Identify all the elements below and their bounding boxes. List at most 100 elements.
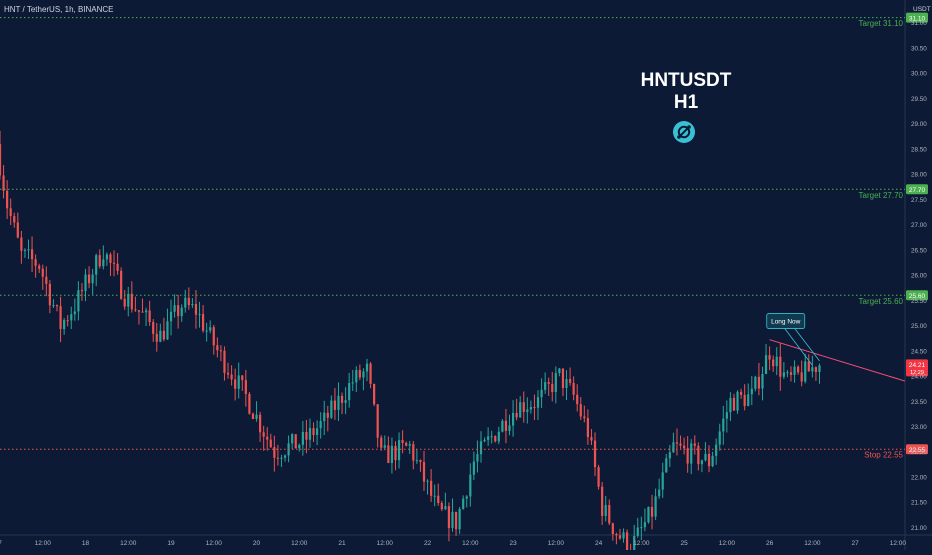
candle-body — [184, 297, 187, 308]
candle-body — [437, 495, 440, 504]
candle-body — [729, 397, 732, 413]
candle-body — [668, 452, 671, 459]
candle-body — [419, 460, 422, 463]
candle-body — [743, 394, 746, 407]
candle-body — [95, 255, 98, 275]
helium-logo-icon — [673, 121, 695, 143]
candle-body — [27, 249, 30, 251]
candle-body — [604, 505, 607, 516]
price-tick-label: 24.50 — [911, 348, 927, 355]
note-pointer-a — [784, 328, 813, 366]
candle-body — [650, 506, 654, 517]
candle-body — [273, 447, 276, 458]
candle-body — [665, 458, 668, 473]
candle-body — [775, 356, 778, 367]
candle-body — [223, 350, 226, 373]
candle-body — [590, 437, 593, 441]
candle-body — [483, 439, 486, 442]
candle-body — [433, 495, 436, 497]
time-tick-label: 12:00 — [548, 540, 565, 547]
price-tick-label: 31.00 — [911, 20, 927, 27]
time-tick-label: 19 — [167, 540, 175, 547]
candle-body — [508, 425, 511, 431]
candle-body — [579, 404, 582, 417]
candle-body — [30, 249, 34, 260]
candle-body — [608, 505, 611, 524]
candle-body — [490, 436, 493, 438]
price-axis[interactable]: 21.00 21.50 22.00 22.50 23.00 23.50 24.00 24.50… — [911, 20, 927, 532]
candle-body — [736, 391, 739, 411]
candle-body — [180, 307, 183, 317]
overlay-title: HNTUSDT — [641, 70, 732, 91]
candle-body — [533, 407, 536, 409]
candle-body — [316, 428, 319, 435]
candle-body — [643, 522, 647, 528]
candle-body — [536, 397, 540, 408]
candle-body — [123, 298, 126, 307]
candle-body — [479, 441, 483, 455]
candle-body — [55, 305, 59, 307]
candle-body — [697, 445, 700, 465]
candle-body — [308, 428, 312, 440]
candle-body — [251, 413, 255, 419]
candle-body — [732, 397, 736, 411]
long-now-note-text: Long Now — [771, 319, 801, 326]
time-tick-label: 12:00 — [804, 540, 821, 547]
candle-body — [365, 363, 369, 372]
candle-body — [636, 527, 639, 536]
candle-body — [675, 442, 679, 444]
time-tick-label: 25 — [680, 540, 688, 547]
trendline[interactable] — [769, 339, 906, 382]
candle-body — [447, 506, 451, 528]
time-tick-label: 20 — [253, 540, 261, 547]
currency-label: USDT — [913, 6, 931, 13]
price-tick-label: 22.50 — [911, 449, 927, 456]
candle-body — [237, 375, 240, 389]
time-tick-label: 12:00 — [377, 540, 394, 547]
candle-body — [148, 310, 151, 323]
target-31-price-tag — [906, 12, 928, 23]
candle-body — [412, 444, 415, 461]
candle-body — [640, 527, 643, 529]
candle-body — [618, 535, 622, 539]
candle-body — [772, 359, 775, 367]
price-tick-label: 25.00 — [911, 323, 927, 330]
candle-body — [301, 431, 304, 445]
candle-body — [244, 380, 247, 394]
long-now-note[interactable] — [766, 313, 806, 329]
candle-body — [576, 394, 579, 405]
candle-body — [561, 368, 565, 388]
candle-body — [230, 374, 233, 380]
candle-body — [693, 443, 696, 446]
target-31-label: Target 31.10 — [859, 19, 904, 28]
candle-body — [66, 320, 69, 322]
candle-body — [814, 367, 818, 372]
candle-body — [34, 259, 37, 266]
candle-body — [41, 268, 44, 277]
candle-body — [141, 311, 144, 313]
candle-body — [369, 363, 372, 384]
candle-body — [647, 506, 650, 523]
candle-body — [187, 297, 190, 306]
time-tick-label: 26 — [766, 540, 774, 547]
time-axis[interactable]: 7 12:00 18 12:00 19 12:00 20 12:00 21 12:00 22 12:0… — [0, 540, 906, 547]
levels-group: Target 31.10 31.10 Target 27.70 27.70 Target… — [0, 12, 928, 460]
candle-body — [20, 237, 23, 251]
candle-body — [764, 355, 768, 375]
candle-body — [622, 532, 625, 539]
candle-body — [169, 311, 173, 322]
time-tick-label: 12:00 — [206, 540, 223, 547]
candle-body — [497, 431, 500, 442]
candle-body — [326, 412, 329, 418]
candle-body — [52, 305, 55, 307]
candle-body — [472, 461, 475, 475]
candle-body — [568, 379, 572, 383]
candle-body — [529, 407, 532, 410]
candle-body — [504, 420, 508, 431]
target-27-price-tag-text: 27.70 — [909, 187, 926, 194]
price-tick-label: 24.00 — [911, 374, 927, 381]
candle-body — [0, 143, 2, 176]
time-tick-label: 23 — [509, 540, 517, 547]
